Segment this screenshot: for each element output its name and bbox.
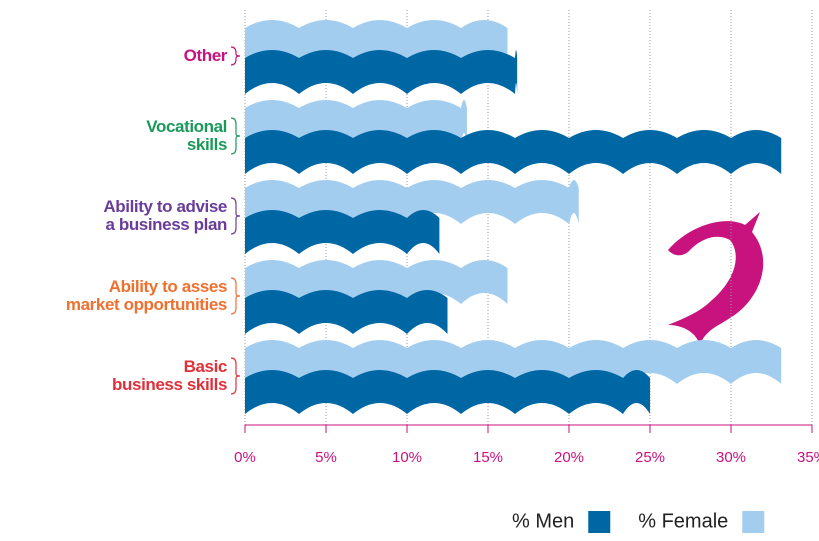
x-tick-label: 5%	[315, 449, 337, 466]
x-tick-label: 15%	[473, 449, 503, 466]
x-tick-label: 0%	[234, 449, 256, 466]
x-tick-label: 20%	[554, 449, 584, 466]
brace	[230, 197, 241, 235]
bar	[245, 290, 448, 334]
legend-swatch	[588, 511, 611, 533]
x-tick-label: 30%	[716, 449, 746, 466]
category-label: Basic business skills	[112, 357, 227, 394]
x-tick-label: 10%	[392, 449, 422, 466]
brace	[230, 277, 241, 315]
category-label: Ability to advise a business plan	[103, 197, 227, 234]
category-label: Other	[183, 46, 228, 65]
category-label: Ability to asses market opportunities	[65, 277, 227, 314]
category-label: Vocational skills	[146, 117, 227, 154]
bar	[245, 50, 518, 94]
legend-label: % Men	[512, 510, 574, 532]
bar	[245, 100, 467, 144]
legend-label: % Female	[638, 510, 728, 532]
x-tick-label: 35%	[797, 449, 819, 466]
bar	[245, 130, 782, 174]
legend-swatch	[742, 511, 765, 533]
brace	[230, 117, 241, 155]
brace	[230, 357, 241, 395]
dolphin-icon	[668, 212, 764, 345]
bar	[245, 210, 440, 254]
bar	[245, 370, 650, 414]
brace	[230, 46, 241, 66]
x-tick-label: 25%	[635, 449, 665, 466]
